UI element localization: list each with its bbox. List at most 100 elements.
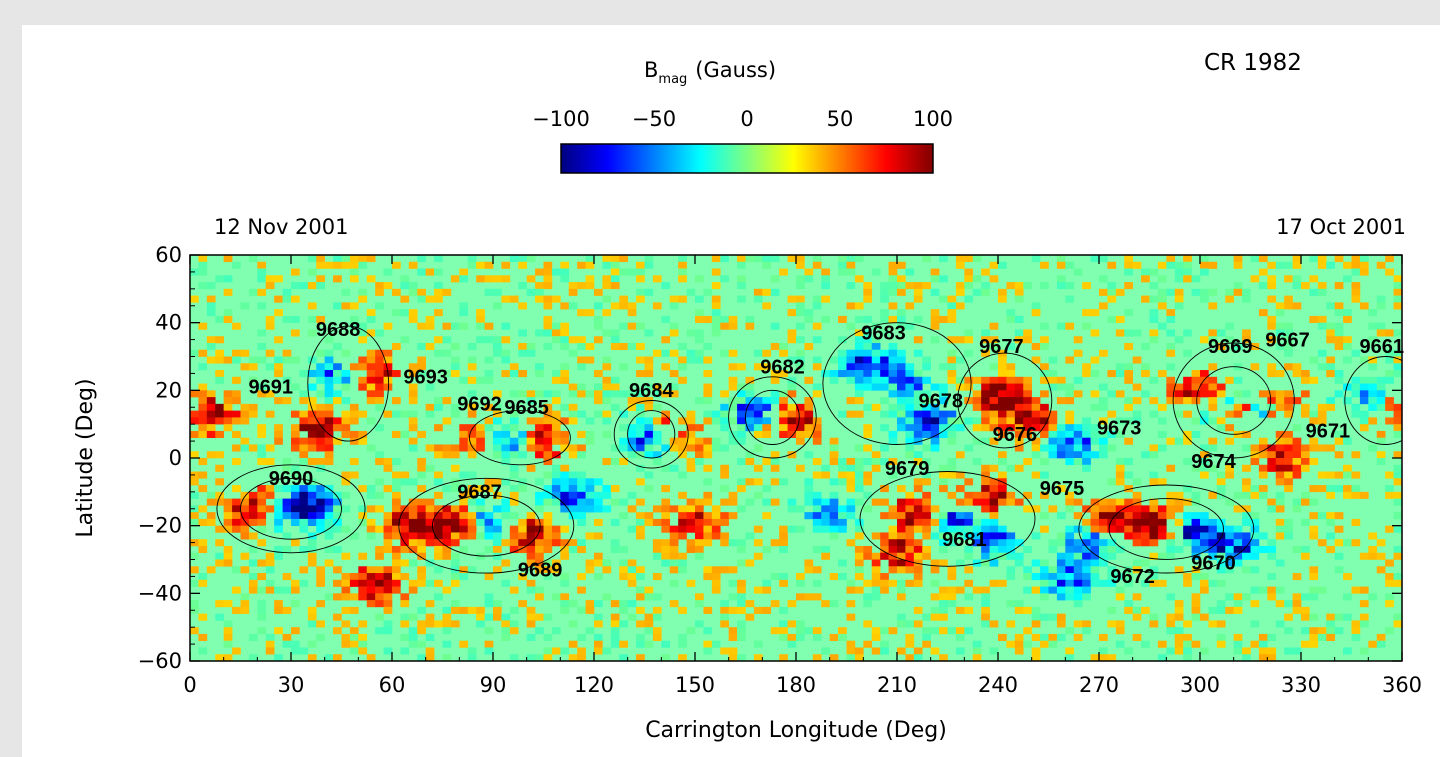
heatmap-cell bbox=[753, 539, 763, 547]
heatmap-cell bbox=[812, 363, 822, 371]
heatmap-cell bbox=[1141, 342, 1150, 351]
heatmap-cell bbox=[922, 458, 931, 466]
heatmap-cell bbox=[821, 505, 830, 513]
heatmap-cell bbox=[1225, 288, 1234, 296]
heatmap-cell bbox=[375, 383, 384, 391]
heatmap-cell bbox=[1351, 627, 1361, 635]
heatmap-cell bbox=[745, 458, 755, 466]
heatmap-cell bbox=[215, 654, 224, 661]
heatmap-cell bbox=[1082, 593, 1091, 601]
heatmap-cell bbox=[1191, 532, 1201, 540]
heatmap-cell bbox=[594, 390, 603, 398]
heatmap-cell bbox=[1006, 552, 1016, 560]
heatmap-cell bbox=[619, 437, 628, 445]
heatmap-cell bbox=[1107, 525, 1117, 533]
heatmap-cell bbox=[989, 397, 999, 405]
heatmap-cell bbox=[1090, 390, 1100, 398]
heatmap-cell bbox=[1317, 485, 1327, 493]
heatmap-cell bbox=[240, 437, 250, 445]
heatmap-cell bbox=[232, 261, 241, 269]
heatmap-cell bbox=[450, 600, 460, 608]
heatmap-cell bbox=[1048, 586, 1058, 594]
heatmap-cell bbox=[1014, 336, 1024, 344]
heatmap-cell bbox=[1040, 633, 1049, 641]
heatmap-cell bbox=[417, 552, 426, 560]
heatmap-cell bbox=[442, 539, 452, 547]
heatmap-cell bbox=[307, 268, 317, 276]
heatmap-cell bbox=[400, 505, 410, 513]
heatmap-cell bbox=[282, 505, 292, 513]
heatmap-cell bbox=[981, 268, 990, 276]
heatmap-cell bbox=[1149, 518, 1159, 526]
heatmap-cell bbox=[366, 376, 376, 384]
heatmap-cell bbox=[753, 654, 763, 661]
heatmap-cell bbox=[703, 478, 713, 486]
heatmap-cell bbox=[1208, 606, 1218, 614]
heatmap-cell bbox=[863, 444, 873, 452]
heatmap-cell bbox=[1326, 322, 1335, 330]
heatmap-cell bbox=[1090, 255, 1100, 263]
heatmap-cell bbox=[535, 478, 544, 486]
heatmap-cell bbox=[324, 397, 334, 405]
heatmap-cell bbox=[543, 613, 553, 621]
heatmap-cell bbox=[417, 322, 426, 330]
heatmap-cell bbox=[880, 329, 889, 337]
heatmap-cell bbox=[240, 505, 250, 513]
heatmap-cell bbox=[585, 282, 595, 290]
heatmap-cell bbox=[846, 485, 856, 493]
heatmap-cell bbox=[1082, 437, 1091, 445]
heatmap-cell bbox=[526, 417, 536, 425]
heatmap-cell bbox=[854, 444, 864, 452]
heatmap-cell bbox=[1208, 397, 1218, 405]
heatmap-cell bbox=[1141, 640, 1150, 648]
heatmap-cell bbox=[854, 390, 864, 398]
heatmap-cell bbox=[703, 525, 713, 533]
heatmap-cell bbox=[1284, 647, 1293, 655]
heatmap-cell bbox=[417, 342, 426, 351]
heatmap-cell bbox=[375, 390, 384, 398]
heatmap-cell bbox=[1099, 498, 1108, 506]
heatmap-cell bbox=[998, 485, 1007, 493]
heatmap-cell bbox=[796, 255, 805, 263]
heatmap-cell bbox=[333, 518, 342, 526]
heatmap-cell bbox=[366, 505, 376, 513]
heatmap-cell bbox=[981, 613, 990, 621]
heatmap-cell bbox=[905, 532, 915, 540]
heatmap-cell bbox=[1393, 417, 1402, 425]
heatmap-cell bbox=[1343, 437, 1352, 445]
heatmap-cell bbox=[501, 437, 511, 445]
heatmap-cell bbox=[198, 390, 208, 398]
heatmap-cell bbox=[939, 485, 948, 493]
heatmap-cell bbox=[265, 322, 275, 330]
heatmap-cell bbox=[1191, 390, 1201, 398]
heatmap-cell bbox=[333, 275, 342, 283]
heatmap-cell bbox=[265, 586, 275, 594]
heatmap-cell bbox=[383, 376, 393, 384]
heatmap-cell bbox=[1099, 397, 1108, 405]
heatmap-cell bbox=[728, 512, 738, 520]
heatmap-cell bbox=[316, 282, 325, 290]
heatmap-cell bbox=[1166, 363, 1176, 371]
heatmap-cell bbox=[787, 255, 797, 263]
heatmap-cell bbox=[543, 282, 553, 290]
heatmap-cell bbox=[1343, 397, 1352, 405]
heatmap-cell bbox=[1292, 600, 1302, 608]
heatmap-cell bbox=[812, 356, 822, 364]
heatmap-cell bbox=[627, 268, 637, 276]
heatmap-cell bbox=[560, 539, 570, 547]
heatmap-cell bbox=[375, 613, 384, 621]
heatmap-cell bbox=[349, 627, 359, 635]
heatmap-cell bbox=[291, 498, 300, 506]
heatmap-cell bbox=[779, 654, 788, 661]
heatmap-cell bbox=[652, 552, 662, 560]
heatmap-cell bbox=[939, 471, 948, 479]
heatmap-cell bbox=[1191, 573, 1201, 581]
heatmap-cell bbox=[1301, 376, 1310, 384]
heatmap-cell bbox=[686, 417, 696, 425]
heatmap-cell bbox=[198, 255, 208, 263]
heatmap-cell bbox=[333, 498, 342, 506]
heatmap-cell bbox=[1351, 485, 1361, 493]
heatmap-cell bbox=[366, 315, 376, 323]
heatmap-cell bbox=[787, 403, 797, 411]
heatmap-cell bbox=[863, 349, 873, 357]
